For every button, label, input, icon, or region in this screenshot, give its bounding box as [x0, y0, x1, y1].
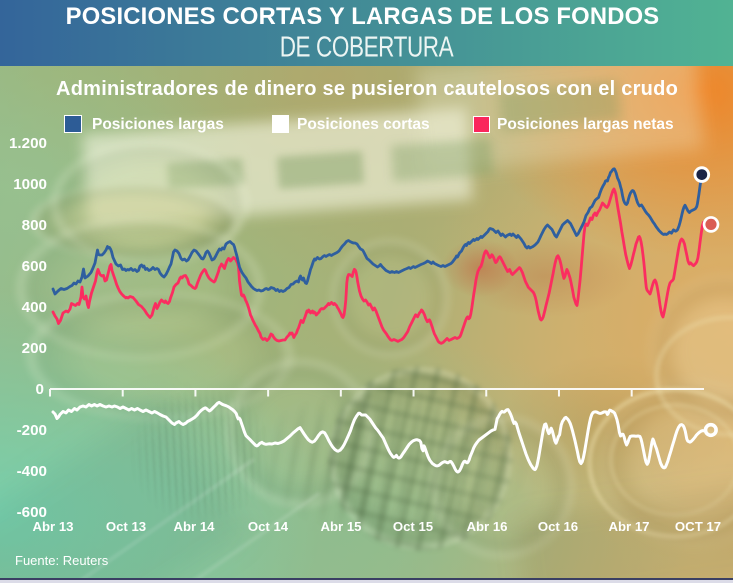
svg-text:1.200: 1.200	[9, 135, 47, 152]
svg-text:-400: -400	[17, 463, 47, 480]
svg-text:Abr 17: Abr 17	[608, 519, 649, 534]
svg-text:-600: -600	[17, 504, 47, 521]
svg-text:Oct 14: Oct 14	[248, 519, 289, 534]
svg-text:Abr 13: Abr 13	[32, 519, 73, 534]
svg-text:400: 400	[22, 299, 47, 316]
svg-text:Abr 16: Abr 16	[466, 519, 507, 534]
svg-text:Abr 15: Abr 15	[320, 519, 361, 534]
svg-text:0: 0	[36, 381, 44, 398]
svg-text:600: 600	[22, 258, 47, 275]
svg-text:1000: 1000	[13, 176, 47, 193]
svg-text:Abr 14: Abr 14	[173, 519, 215, 534]
svg-text:800: 800	[22, 217, 47, 234]
svg-text:Oct 13: Oct 13	[106, 519, 146, 534]
svg-text:Oct 16: Oct 16	[538, 519, 578, 534]
svg-text:200: 200	[22, 340, 47, 357]
svg-text:Oct 15: Oct 15	[393, 519, 433, 534]
svg-text:OCT 17: OCT 17	[675, 519, 721, 534]
svg-text:-200: -200	[17, 422, 47, 439]
